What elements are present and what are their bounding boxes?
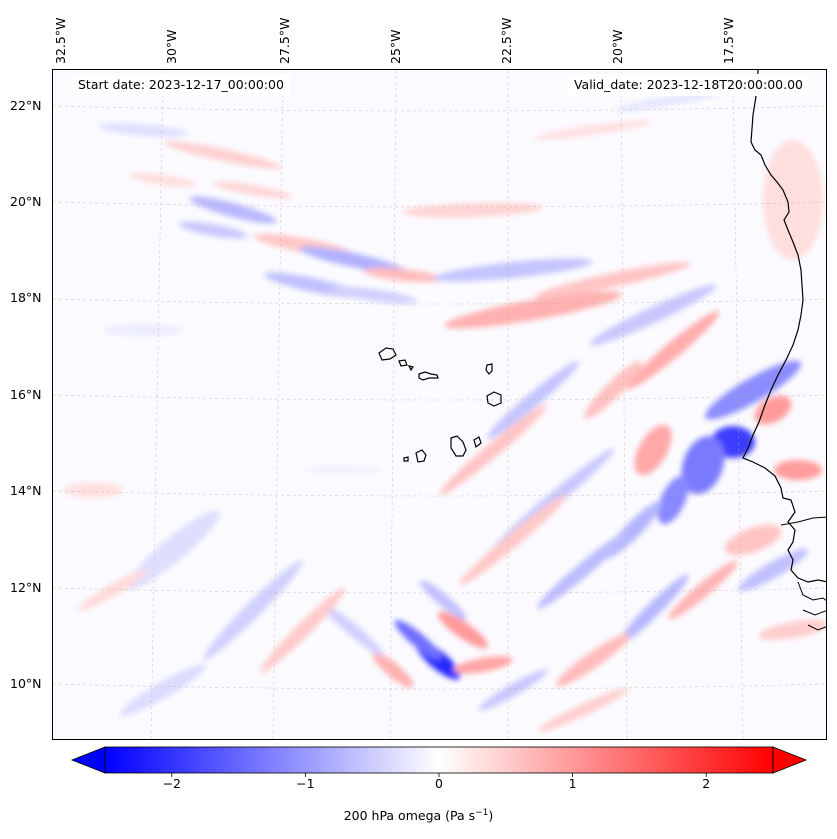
lat-label-18n: 18°N [10,290,42,305]
colorbar-extend-max [772,746,808,774]
colorbar-tick-label: 1 [568,776,577,791]
gambia-river [780,516,826,526]
colorbar-tick-label: 0 [435,776,443,791]
omega-field [63,88,826,732]
sao-nicolau-island [418,371,439,381]
lon-label-22-5w: 22.5°W [499,17,514,64]
colorbar-extend-min [70,746,106,774]
lon-label-30w: 30°W [164,29,179,64]
african-coastline [742,70,826,583]
sao-vicente-island [398,359,408,367]
cape-verde-islands [378,347,502,463]
lat-label-16n: 16°N [10,387,42,402]
boa-vista-island [486,391,502,407]
lon-label-17-5w: 17.5°W [721,17,736,64]
map-panel [52,69,827,740]
lat-label-12n: 12°N [10,580,42,595]
omega-field-map [53,70,826,739]
lon-label-20w: 20°W [610,29,625,64]
maio-island [473,436,482,449]
lon-label-25w: 25°W [388,29,403,64]
santiago-island [450,435,467,457]
lat-label-10n: 10°N [10,676,42,691]
colorbar: −2 −1 0 1 2 200 hPa omega (Pa s−1) [0,740,837,839]
guinea-bissau-coast [797,581,826,631]
start-date-label: Start date: 2023-12-17_00:00:00 [72,74,290,96]
dot-islet [407,365,414,372]
colorbar-tick-label: −1 [296,776,315,791]
colorbar-graphic [70,746,808,777]
valid-date-label: Valid_date: 2023-12-18T20:00:00.00 [567,74,809,96]
colorbar-label: 200 hPa omega (Pa s−1) [343,808,494,824]
colorbar-tick-label: −2 [162,776,182,791]
lat-label-20n: 20°N [10,194,42,209]
colorbar-body [104,746,774,774]
sal-island [485,363,493,375]
lat-label-14n: 14°N [10,483,42,498]
brava-island [403,456,409,462]
graticule [53,70,826,739]
lon-label-27-5w: 27.5°W [277,17,292,64]
santo-antao-island [378,347,397,361]
lat-label-22n: 22°N [10,98,42,113]
fogo-island [415,449,427,463]
lon-label-32-5w: 32.5°W [53,17,68,64]
colorbar-tick-label: 2 [702,776,711,791]
